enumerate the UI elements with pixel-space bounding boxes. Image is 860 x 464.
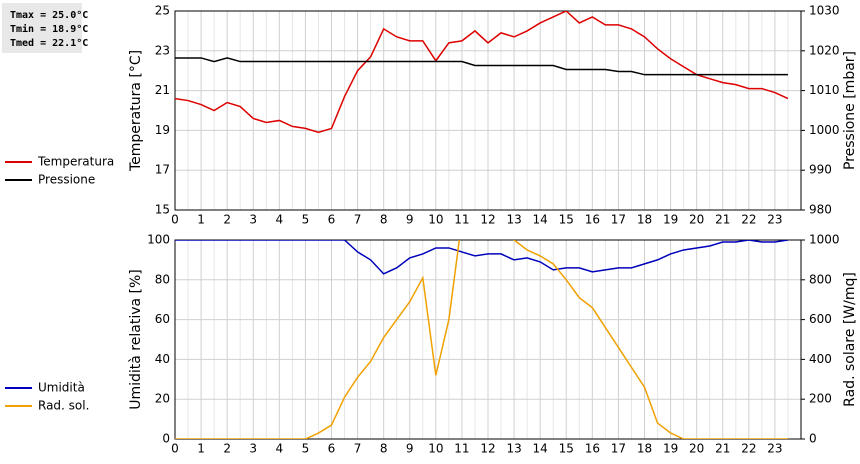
x-tick-label: 17 [611,213,626,227]
y2-tick-label: 1010 [809,83,840,97]
y-tick-label: 20 [155,392,170,406]
x-tick-label: 23 [767,213,782,227]
x-tick-label: 6 [328,442,336,456]
stat-line: Tmax = 25.0°C [10,10,88,21]
x-tick-label: 21 [715,213,730,227]
series-line [175,240,789,275]
x-tick-label: 7 [354,213,362,227]
x-tick-label: 0 [171,213,179,227]
y2-tick-label: 1000 [809,123,840,137]
plot-frame [174,239,802,440]
x-tick-label: 13 [506,213,521,227]
x-tick-label: 16 [585,442,600,456]
y-tick-label: 60 [155,312,170,326]
y2-tick-label: 400 [809,352,832,366]
y2-tick-label: 1020 [809,43,840,57]
legend-label: Umidità [38,381,85,395]
x-tick-label: 11 [454,442,469,456]
y-tick-label: 23 [155,43,170,57]
x-tick-label: 15 [559,442,574,456]
x-tick-label: 12 [480,213,495,227]
y-tick-label: 17 [155,163,170,177]
x-tick-label: 18 [637,442,652,456]
y-tick-label: 25 [155,4,170,18]
x-tick-label: 9 [406,442,414,456]
legend-label: Pressione [38,173,95,187]
x-tick-label: 5 [302,442,310,456]
y2-tick-label: 600 [809,312,832,326]
x-tick-label: 14 [533,213,548,227]
y-tick-label: 40 [155,352,170,366]
x-tick-label: 21 [715,442,730,456]
x-tick-label: 5 [302,213,310,227]
x-tick-label: 23 [767,442,782,456]
x-tick-label: 16 [585,213,600,227]
y2-tick-label: 200 [809,392,832,406]
x-tick-label: 1 [197,442,205,456]
y-axis-label: Temperatura [°C] [128,50,144,172]
x-tick-label: 9 [406,213,414,227]
y-tick-label: 19 [155,123,170,137]
x-tick-label: 14 [533,442,548,456]
x-tick-label: 1 [197,213,205,227]
x-tick-label: 7 [354,442,362,456]
x-tick-label: 19 [663,213,678,227]
x-tick-label: 12 [480,442,495,456]
x-tick-label: 20 [689,213,704,227]
stats-box [2,3,82,53]
x-tick-label: 2 [223,213,231,227]
x-tick-label: 2 [223,442,231,456]
x-tick-label: 4 [276,442,284,456]
y2-tick-label: 990 [809,163,832,177]
series-line [175,11,789,134]
x-tick-label: 18 [637,213,652,227]
y2-tick-label: 1000 [809,233,840,247]
stat-line: Tmin = 18.9°C [10,23,88,35]
x-tick-label: 3 [249,213,257,227]
y2-tick-label: 1030 [809,4,840,18]
y2-axis-label: Rad. solare [W/mq] [842,272,858,407]
x-tick-label: 3 [249,442,257,456]
y-axis-label: Umidità relativa [%] [128,269,144,410]
legend-label: Temperatura [37,155,114,169]
y2-tick-label: 800 [809,272,832,286]
x-tick-label: 19 [663,442,678,456]
y2-tick-label: 980 [809,203,832,217]
y-tick-label: 0 [162,432,170,446]
x-tick-label: 6 [328,213,336,227]
x-tick-label: 20 [689,442,704,456]
x-tick-label: 15 [559,213,574,227]
x-tick-label: 0 [171,442,179,456]
y-tick-label: 100 [147,233,170,247]
plot-frame [174,10,802,211]
x-tick-label: 10 [428,213,443,227]
y-tick-label: 21 [155,83,170,97]
x-tick-label: 13 [506,442,521,456]
x-tick-label: 22 [741,442,756,456]
x-tick-label: 8 [380,213,388,227]
series-line [175,57,788,76]
x-tick-label: 8 [380,442,388,456]
stat-line: Tmed = 22.1°C [10,38,88,49]
y2-tick-label: 0 [809,432,817,446]
y-tick-label: 80 [155,272,170,286]
x-tick-label: 22 [741,213,756,227]
y2-axis-label: Pressione [mbar] [842,51,858,170]
legend-label: Rad. sol. [38,399,89,413]
x-tick-label: 11 [454,213,469,227]
x-tick-label: 17 [611,442,626,456]
x-tick-label: 10 [428,442,443,456]
x-tick-label: 4 [276,213,284,227]
y-tick-label: 15 [155,203,170,217]
